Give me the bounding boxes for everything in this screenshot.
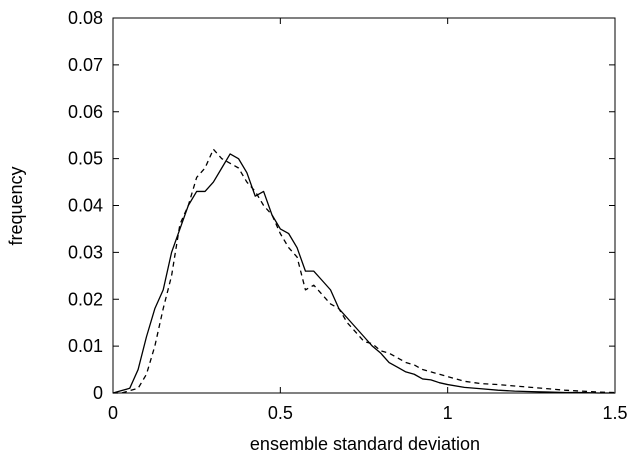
x-tick-label: 1.5 <box>602 403 627 423</box>
series-line-solid <box>112 153 615 394</box>
y-tick-label: 0.08 <box>68 8 103 28</box>
y-tick-label: 0.03 <box>68 242 103 262</box>
series-group <box>112 148 616 394</box>
y-tick-label: 0.02 <box>68 289 103 309</box>
x-axis-ticks: 0 0.5 1 1.5 <box>108 18 628 423</box>
x-tick-label: 0 <box>108 403 118 423</box>
y-tick-label: 0.05 <box>68 149 103 169</box>
y-tick-label: 0.06 <box>68 102 103 122</box>
y-tick-label: 0 <box>93 383 103 403</box>
y-axis-label: frequency <box>6 166 26 245</box>
y-axis-ticks: 0 0.01 0.02 0.03 0.04 0.05 0.06 0.07 0.08 <box>68 8 615 403</box>
x-tick-label: 0.5 <box>268 403 293 423</box>
y-tick-label: 0.04 <box>68 196 103 216</box>
x-axis-label: ensemble standard deviation <box>250 434 480 454</box>
y-tick-label: 0.07 <box>68 55 103 75</box>
y-tick-label: 0.01 <box>68 336 103 356</box>
x-tick-label: 1 <box>443 403 453 423</box>
series-line-dashed <box>113 148 616 394</box>
